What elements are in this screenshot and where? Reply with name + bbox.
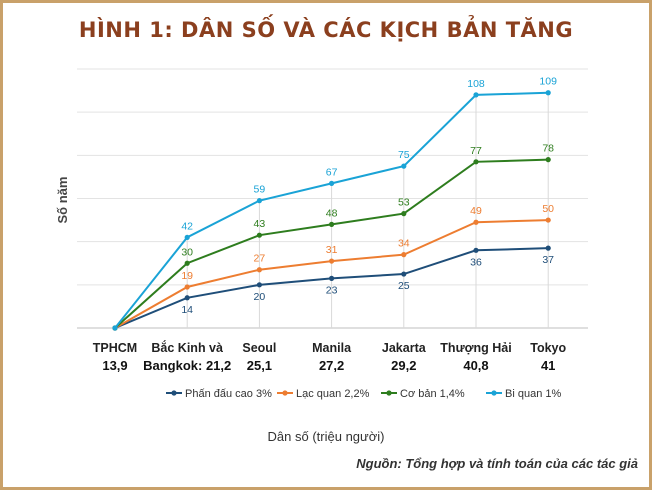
data-label: 48	[326, 207, 338, 219]
category-value: 41	[541, 358, 555, 373]
data-label: 31	[326, 244, 338, 256]
data-point	[184, 295, 190, 301]
data-point	[256, 282, 262, 288]
data-label: 49	[470, 205, 482, 217]
data-label: 75	[398, 149, 410, 161]
data-point	[473, 219, 479, 225]
data-point	[329, 221, 335, 227]
data-labels: 14 20 23 25 36 37 19 27 31 34 49 50 30 43 48 53 77 78 42 59…	[181, 76, 557, 316]
legend-marker	[282, 390, 288, 396]
data-label: 53	[398, 197, 410, 209]
category-label: Seoul	[242, 341, 276, 355]
legend-entry: Cơ bản 1,4%	[400, 388, 465, 400]
data-label: 25	[398, 280, 410, 292]
data-label: 50	[542, 203, 554, 215]
data-point	[329, 180, 335, 186]
y-axis-label: Số năm	[55, 177, 70, 224]
data-point	[256, 232, 262, 238]
category-labels: TPHCM 13,9 Bắc Kinh và Bangkok: 21,2 Seoul 25…	[93, 340, 567, 373]
data-point	[112, 325, 118, 331]
data-label: 36	[470, 256, 482, 268]
data-point	[473, 159, 479, 165]
data-label: 77	[470, 145, 482, 157]
category-label: Jakarta	[382, 341, 427, 355]
data-label: 109	[539, 76, 557, 88]
legend-entry: Lạc quan 2,2%	[296, 388, 370, 400]
data-point	[401, 211, 407, 217]
category-label: Bangkok: 21,2	[143, 358, 231, 373]
data-point	[329, 275, 335, 281]
data-point	[256, 267, 262, 273]
data-point	[401, 271, 407, 277]
legend-entry: Bi quan 1%	[505, 388, 561, 400]
data-point	[184, 260, 190, 266]
category-label: TPHCM	[93, 341, 137, 355]
category-label: Thượng Hải	[440, 341, 511, 355]
data-label: 20	[254, 291, 266, 303]
data-label: 27	[254, 253, 266, 265]
legend-marker	[491, 390, 497, 396]
category-value: 29,2	[391, 358, 416, 373]
data-label: 108	[467, 78, 485, 90]
legend: Phấn đấu cao 3% Lạc quan 2,2% Cơ bản 1,4% B…	[166, 388, 561, 400]
data-point	[545, 157, 551, 163]
data-point	[401, 252, 407, 258]
category-label: Tokyo	[530, 341, 566, 355]
series-lines	[112, 90, 551, 331]
data-point	[473, 247, 479, 253]
data-point	[545, 245, 551, 251]
chart-title: HÌNH 1: DÂN SỐ VÀ CÁC KỊCH BẢN TĂNG	[78, 18, 574, 42]
data-label: 30	[181, 246, 193, 258]
data-point	[329, 258, 335, 264]
source-note: Nguồn: Tổng hợp và tính toán của các tác…	[356, 456, 638, 471]
data-label: 67	[326, 166, 338, 178]
data-label: 43	[254, 218, 266, 230]
drop-lines	[186, 92, 549, 328]
data-label: 78	[542, 143, 554, 155]
data-label: 42	[181, 220, 193, 232]
category-value: 13,9	[102, 358, 127, 373]
category-value: 25,1	[247, 358, 272, 373]
category-label: Manila	[312, 341, 352, 355]
data-point	[473, 92, 479, 98]
data-label: 34	[398, 238, 410, 250]
category-label: Bắc Kinh và	[151, 340, 223, 355]
data-point	[184, 284, 190, 290]
data-point	[545, 90, 551, 96]
category-value: 40,8	[463, 358, 488, 373]
data-label: 19	[181, 270, 193, 282]
data-point	[545, 217, 551, 223]
data-label: 37	[542, 254, 554, 266]
legend-marker	[171, 390, 177, 396]
legend-entry: Phấn đấu cao 3%	[185, 388, 272, 400]
data-point	[256, 198, 262, 204]
category-value: 27,2	[319, 358, 344, 373]
legend-marker	[386, 390, 392, 396]
data-label: 23	[326, 284, 338, 296]
x-axis-label: Dân số (triệu người)	[268, 429, 385, 444]
data-label: 14	[181, 304, 193, 316]
data-label: 59	[254, 184, 266, 196]
data-point	[401, 163, 407, 169]
data-point	[184, 234, 190, 240]
